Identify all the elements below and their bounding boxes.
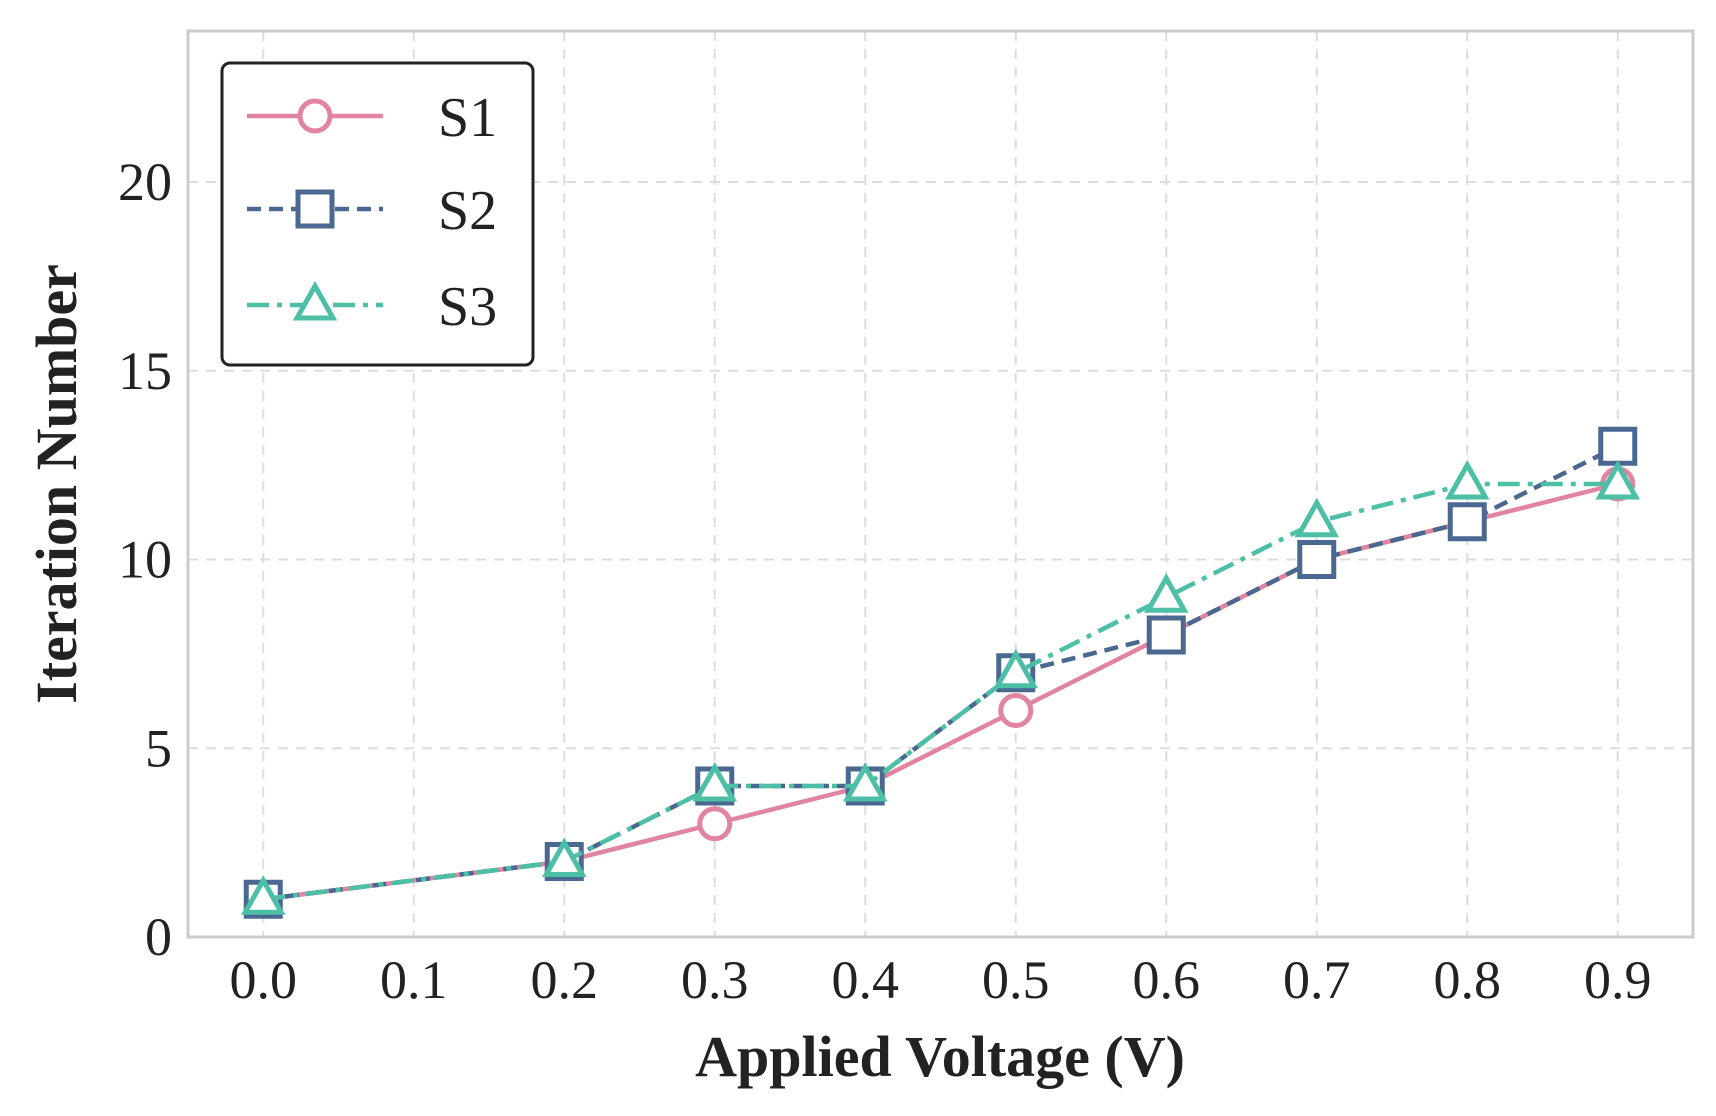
grid (188, 31, 1693, 937)
series-line (262, 481, 1618, 902)
data-point (1294, 497, 1340, 538)
x-axis-title: Applied Voltage (V) (695, 1024, 1185, 1089)
y-tick-label: 20 (118, 152, 172, 212)
data-point (240, 875, 286, 915)
series-line (262, 481, 1619, 902)
data-point (692, 761, 738, 802)
x-tick-label: 0.0 (230, 950, 298, 1010)
legend-label: S2 (438, 180, 497, 242)
data-point (697, 806, 733, 842)
data-point (842, 761, 888, 802)
legend-label: S3 (438, 276, 497, 338)
x-tick-label: 0.9 (1584, 950, 1652, 1010)
data-point (998, 693, 1034, 728)
x-tick-label: 0.6 (1133, 950, 1201, 1010)
x-tick-label: 0.4 (832, 950, 900, 1010)
legend-marker (292, 280, 338, 321)
x-tick-label: 0.7 (1283, 950, 1351, 1010)
legend-marker (297, 98, 333, 134)
plot-frame (186, 29, 1695, 939)
data-point (1447, 502, 1487, 542)
legend-marker (295, 189, 335, 229)
x-tick-label: 0.1 (380, 950, 448, 1010)
data-point (1143, 573, 1189, 613)
y-tick-label: 0 (145, 907, 172, 967)
data-point (993, 648, 1039, 689)
legend-entry-s1: S1 (247, 87, 497, 149)
legend-entry-s2: S2 (247, 180, 497, 242)
data-point (1598, 426, 1638, 466)
series-line (262, 444, 1619, 902)
data-point (1444, 459, 1490, 500)
series-layer (240, 426, 1641, 919)
series-s1 (245, 466, 1636, 917)
x-tick-label: 0.5 (982, 950, 1050, 1010)
data-point (1297, 540, 1337, 579)
legend: S1 S2 S3 (220, 61, 535, 367)
y-tick-label: 15 (118, 341, 172, 401)
data-point (1146, 615, 1186, 655)
data-point (541, 837, 587, 877)
legend-entry-s3: S3 (247, 276, 497, 338)
legend-box (220, 61, 535, 367)
y-axis-title: Iteration Number (24, 264, 89, 704)
tick-labels: 0.0 0.1 0.2 0.3 0.4 0.5 0.6 0.7 0.8 0.9 0 5 10 15 20 (118, 152, 1652, 1010)
data-point (1595, 459, 1641, 500)
y-tick-label: 5 (145, 718, 172, 778)
series-s3 (240, 459, 1641, 915)
x-tick-label: 0.3 (681, 950, 749, 1010)
x-tick-label: 0.8 (1434, 950, 1502, 1010)
x-tick-label: 0.2 (531, 950, 599, 1010)
legend-label: S1 (438, 87, 497, 149)
y-tick-label: 10 (118, 530, 172, 590)
series-s2 (243, 426, 1638, 919)
